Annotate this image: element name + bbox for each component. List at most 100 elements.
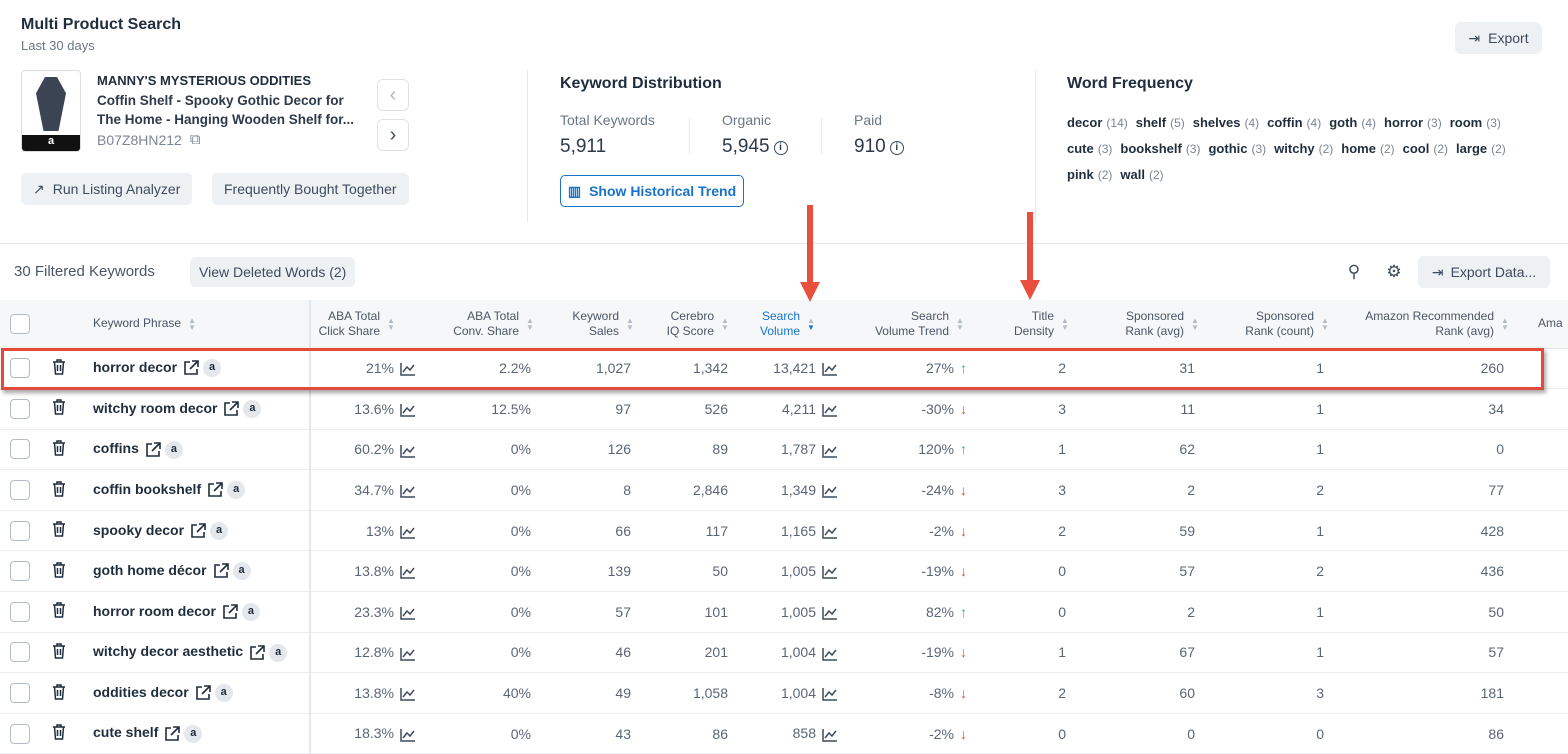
trash-icon[interactable]: [52, 440, 66, 456]
external-link-icon[interactable]: [190, 523, 206, 539]
trash-icon[interactable]: [52, 521, 66, 537]
line-chart-icon[interactable]: [822, 728, 838, 742]
amazon-icon[interactable]: a: [164, 440, 183, 459]
next-product-button[interactable]: ›: [377, 119, 409, 151]
external-link-icon[interactable]: [164, 725, 181, 742]
line-chart-icon[interactable]: [822, 525, 838, 539]
gear-icon[interactable]: ⚙: [1386, 262, 1402, 281]
external-link-icon[interactable]: [183, 360, 199, 376]
column-header-amazon-partial[interactable]: Ama: [1520, 300, 1568, 349]
show-historical-trend-button[interactable]: ▥ Show Historical Trend: [560, 175, 744, 207]
row-checkbox[interactable]: [10, 561, 30, 582]
column-header-search-volume[interactable]: Search Volume▲ ▼: [740, 300, 850, 349]
amazon-icon[interactable]: a: [203, 359, 222, 378]
row-checkbox[interactable]: [10, 723, 30, 744]
click-share-cell: 23.3%: [310, 591, 430, 633]
trash-icon[interactable]: [52, 399, 66, 416]
search-volume-trend-cell: 27% ↑: [850, 348, 985, 390]
info-icon[interactable]: i: [773, 141, 788, 155]
search-icon[interactable]: ⚲: [1347, 262, 1361, 281]
trash-icon[interactable]: [52, 683, 66, 700]
line-chart-icon[interactable]: [822, 647, 838, 661]
table-row[interactable]: oddities decor a 13.8% 40% 49 1,058 1,004…: [0, 672, 1568, 714]
row-checkbox[interactable]: [10, 480, 30, 501]
table-row[interactable]: spooky decor a 13% 0% 66 117 1,165 -2% ↓ 2…: [0, 510, 1568, 552]
trash-icon[interactable]: [52, 359, 66, 375]
run-listing-analyzer-button[interactable]: ↗ Run Listing Analyzer: [21, 173, 193, 205]
amazon-icon[interactable]: a: [227, 481, 246, 500]
amazon-icon[interactable]: a: [184, 724, 203, 743]
column-header-keyword-sales[interactable]: Keyword Sales▲ ▼: [545, 300, 645, 349]
trash-icon[interactable]: [52, 562, 66, 578]
line-chart-icon[interactable]: [822, 565, 838, 580]
line-chart-icon[interactable]: [400, 525, 416, 539]
line-chart-icon[interactable]: [400, 606, 416, 620]
external-link-icon[interactable]: [207, 482, 223, 498]
table-row[interactable]: witchy decor aesthetic a 12.8% 0% 46 201 …: [0, 632, 1568, 674]
external-link-icon[interactable]: [222, 604, 238, 620]
column-header-amazon-recommended-rank[interactable]: Amazon Recommended Rank (avg)▲ ▼: [1340, 300, 1520, 349]
column-header-cerebro-iq-score[interactable]: Cerebro IQ Score▲ ▼: [645, 300, 740, 349]
search-volume-trend-cell: 82% ↑: [850, 591, 985, 633]
line-chart-icon[interactable]: [822, 687, 838, 701]
line-chart-icon[interactable]: [400, 728, 416, 742]
table-row[interactable]: horror room decor a 23.3% 0% 57 101 1,005…: [0, 591, 1568, 633]
row-checkbox[interactable]: [10, 601, 30, 622]
line-chart-icon[interactable]: [400, 565, 416, 580]
line-chart-icon[interactable]: [822, 606, 838, 620]
amazon-icon[interactable]: a: [243, 400, 262, 419]
trash-icon[interactable]: [52, 602, 66, 619]
external-link-icon[interactable]: [195, 685, 211, 701]
external-link-icon[interactable]: [249, 644, 265, 661]
amazon-icon[interactable]: a: [232, 562, 251, 581]
line-chart-icon[interactable]: [400, 647, 416, 661]
row-checkbox[interactable]: [10, 683, 30, 704]
line-chart-icon[interactable]: [400, 687, 416, 701]
copy-icon[interactable]: ⧉: [189, 131, 201, 148]
trash-icon[interactable]: [52, 724, 66, 740]
column-header-search-volume-trend[interactable]: Search Volume Trend▲ ▼: [850, 300, 985, 349]
amazon-icon[interactable]: a: [241, 603, 260, 621]
column-header-aba-click-share[interactable]: ABA Total Click Share▲ ▼: [310, 300, 430, 349]
line-chart-icon[interactable]: [400, 444, 416, 458]
view-deleted-words-button[interactable]: View Deleted Words (2): [190, 257, 356, 287]
frequently-bought-together-button[interactable]: Frequently Bought Together: [212, 173, 409, 205]
line-chart-icon[interactable]: [400, 484, 416, 498]
info-icon[interactable]: i: [889, 141, 904, 155]
row-checkbox[interactable]: [10, 520, 30, 541]
line-chart-icon[interactable]: [822, 403, 838, 417]
trash-icon[interactable]: [52, 480, 66, 497]
external-link-icon[interactable]: [145, 441, 161, 458]
column-header-keyword-phrase[interactable]: Keyword Phrase ▲ ▼: [80, 300, 311, 349]
line-chart-icon[interactable]: [400, 362, 416, 377]
line-chart-icon[interactable]: [822, 444, 838, 458]
column-header-title-density[interactable]: Title Density▲ ▼: [985, 300, 1080, 349]
external-link-icon[interactable]: [213, 563, 229, 579]
amazon-icon[interactable]: a: [214, 684, 233, 703]
table-row[interactable]: horror decor a 21% 2.2% 1,027 1,342 13,42…: [0, 348, 1568, 390]
amazon-icon[interactable]: a: [210, 521, 229, 540]
row-checkbox[interactable]: [10, 642, 30, 663]
table-row[interactable]: coffins a 60.2% 0% 126 89 1,787 120% ↑ 1 6…: [0, 429, 1568, 471]
row-checkbox[interactable]: [10, 358, 30, 379]
column-header-sponsored-rank-avg[interactable]: Sponsored Rank (avg)▲ ▼: [1080, 300, 1210, 349]
column-header-sponsored-rank-count[interactable]: Sponsored Rank (count)▲ ▼: [1210, 300, 1340, 349]
line-chart-icon[interactable]: [822, 484, 838, 498]
table-row[interactable]: cute shelf a 18.3% 0% 43 86 858 -2% ↓ 0 0 …: [0, 713, 1568, 754]
product-image[interactable]: a: [21, 70, 81, 152]
table-row[interactable]: witchy room decor a 13.6% 12.5% 97 526 4,…: [0, 388, 1568, 430]
table-row[interactable]: coffin bookshelf a 34.7% 0% 8 2,846 1,349…: [0, 469, 1568, 511]
line-chart-icon[interactable]: [400, 403, 416, 417]
row-checkbox[interactable]: [10, 439, 30, 460]
export-button[interactable]: ⇥ Export: [1455, 22, 1542, 54]
row-checkbox[interactable]: [10, 398, 30, 419]
export-data-button[interactable]: ⇥ Export Data...: [1418, 256, 1550, 288]
line-chart-icon[interactable]: [822, 362, 838, 377]
column-header-aba-conv-share[interactable]: ABA Total Conv. Share▲ ▼: [430, 300, 545, 349]
table-row[interactable]: goth home décor a 13.8% 0% 139 50 1,005 -…: [0, 550, 1568, 593]
external-link-icon[interactable]: [223, 401, 240, 417]
trash-icon[interactable]: [52, 643, 66, 659]
amazon-icon[interactable]: a: [269, 643, 288, 662]
prev-product-button[interactable]: ‹: [377, 79, 409, 111]
select-all-checkbox[interactable]: [10, 313, 30, 334]
